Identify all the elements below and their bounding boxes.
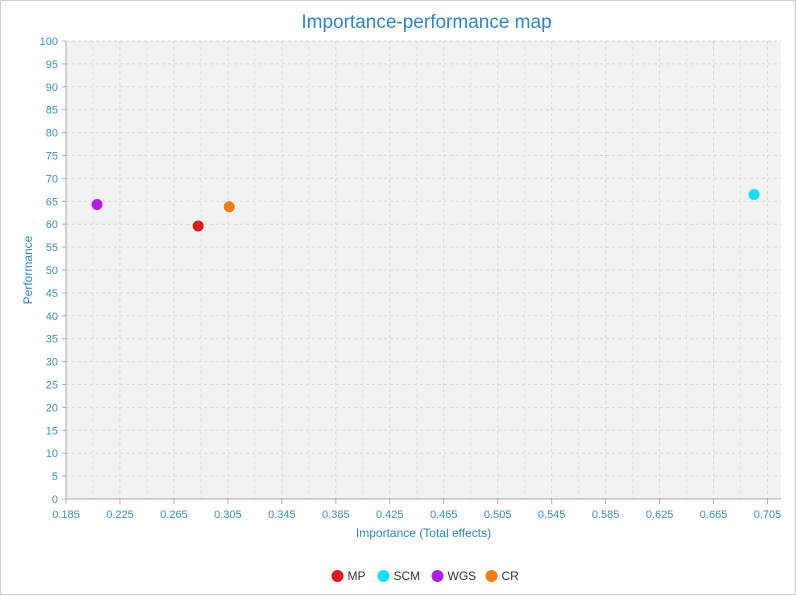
x-tick-label: 0.705	[754, 509, 782, 521]
y-tick-label: 55	[46, 242, 58, 254]
y-tick-label: 95	[46, 59, 58, 71]
data-point-cr	[223, 201, 235, 213]
x-tick-label: 0.345	[268, 509, 296, 521]
chart-title: Importance-performance map	[301, 12, 551, 33]
x-tick-label: 0.545	[538, 509, 566, 521]
data-point-mp	[192, 220, 204, 232]
y-tick-label: 5	[52, 471, 58, 483]
x-tick-label: 0.465	[430, 509, 458, 521]
y-tick-label: 75	[46, 151, 58, 163]
x-tick-label: 0.385	[322, 509, 350, 521]
legend-label-wgs: WGS	[448, 569, 477, 583]
x-tick-label: 0.625	[646, 509, 674, 521]
x-tick-label: 0.185	[52, 509, 80, 521]
y-tick-label: 30	[46, 357, 58, 369]
data-point-wgs	[91, 199, 103, 211]
legend-marker-scm	[377, 570, 390, 582]
axes: 0 5 10 15 20 25 30 35 40 45 50 55 60 65 70 75 80 85 90 95 10…	[40, 36, 782, 521]
y-tick-label: 70	[46, 173, 58, 185]
data-point-scm	[748, 188, 760, 200]
legend-marker-cr	[485, 570, 498, 582]
x-tick-label: 0.505	[484, 509, 512, 521]
data-points	[91, 188, 760, 232]
y-tick-label: 20	[46, 402, 58, 414]
y-axis-title: Performance	[21, 235, 35, 304]
x-tick-label: 0.265	[160, 509, 188, 521]
x-tick-label: 0.665	[700, 509, 728, 521]
y-tick-label: 80	[46, 128, 58, 140]
x-tick-label: 0.225	[106, 509, 134, 521]
legend-label-scm: SCM	[394, 569, 421, 583]
legend: MP SCM WGS CR	[331, 569, 520, 583]
y-tick-label: 100	[40, 36, 58, 48]
y-tick-label: 40	[46, 311, 58, 323]
legend-marker-mp	[331, 570, 344, 582]
y-tick-label: 60	[46, 219, 58, 231]
y-tick-label: 0	[52, 494, 58, 506]
y-tick-label: 35	[46, 334, 58, 346]
legend-label-cr: CR	[502, 569, 520, 583]
x-axis-title: Importance (Total effects)	[356, 526, 491, 540]
y-tick-label: 50	[46, 265, 58, 277]
y-tick-label: 45	[46, 288, 58, 300]
x-tick-label: 0.585	[592, 509, 620, 521]
x-tick-label: 0.425	[376, 509, 404, 521]
y-tick-label: 90	[46, 82, 58, 94]
y-tick-label: 25	[46, 380, 58, 392]
x-tick-label: 0.305	[214, 509, 242, 521]
y-tick-label: 15	[46, 425, 58, 437]
y-tick-label: 85	[46, 105, 58, 117]
y-tick-label: 65	[46, 196, 58, 208]
y-tick-label: 10	[46, 448, 58, 460]
legend-label-mp: MP	[348, 569, 366, 583]
legend-marker-wgs	[431, 570, 444, 582]
